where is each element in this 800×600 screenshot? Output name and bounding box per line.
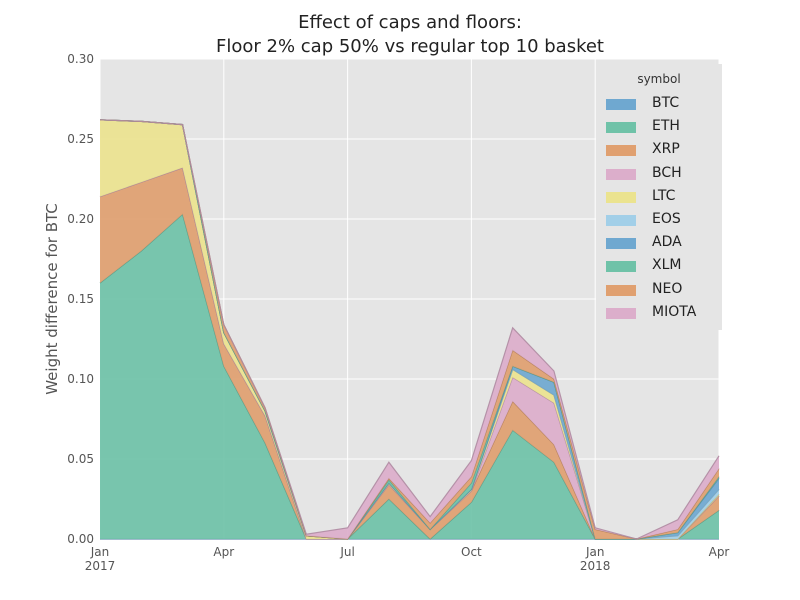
legend-label: ADA <box>652 234 682 251</box>
legend-item-xrp: XRP <box>606 140 718 160</box>
x-tick-month: Jan <box>585 545 605 559</box>
legend-swatch <box>606 191 636 203</box>
x-tick-label: Jan 2018 <box>565 545 625 573</box>
legend-title: symbol <box>637 72 681 86</box>
y-tick-label: 0.20 <box>67 212 94 226</box>
legend-swatch <box>606 122 636 134</box>
chart-title-line-2: Floor 2% cap 50% vs regular top 10 baske… <box>216 36 604 57</box>
area-eth <box>100 214 719 539</box>
legend-label: MIOTA <box>652 303 697 320</box>
legend-swatch <box>606 99 636 110</box>
y-tick-label: 0.25 <box>67 132 94 146</box>
legend-label: EOS <box>652 211 681 227</box>
x-tick-month: Jan <box>90 545 110 559</box>
x-tick-label: Jan 2017 <box>70 545 130 573</box>
legend-swatch <box>606 261 636 273</box>
x-tick-year: 2018 <box>579 559 611 573</box>
legend-swatch <box>606 307 636 319</box>
legend-item-bch: BCH <box>606 164 718 184</box>
legend-item-btc: BTC <box>606 94 718 114</box>
legend-label: NEO <box>652 280 683 297</box>
y-tick-label: 0.30 <box>67 52 94 66</box>
legend-label: BTC <box>652 95 680 111</box>
area-ltc <box>100 119 719 540</box>
line-miota <box>99 119 720 540</box>
legend-label: BCH <box>652 164 682 181</box>
legend-label: ETH <box>652 118 680 135</box>
legend-item-eth: ETH <box>606 117 718 137</box>
x-tick-month: Oct <box>461 545 482 559</box>
area-bch <box>100 167 719 540</box>
area-neo <box>100 119 719 540</box>
y-tick-label: 0.10 <box>67 372 94 386</box>
x-tick-month: Apr <box>213 545 235 559</box>
y-tick-label: 0.05 <box>67 452 94 466</box>
legend-item-ltc: LTC <box>606 187 718 207</box>
y-tick-label: 0.15 <box>67 292 94 306</box>
x-tick-label: Apr <box>689 545 749 559</box>
legend-swatch <box>606 168 636 180</box>
legend-item-neo: NEO <box>606 280 718 300</box>
legend-item-ada: ADA <box>606 233 718 253</box>
x-tick-month: Apr <box>708 545 730 559</box>
x-tick-label: Oct <box>441 545 501 559</box>
legend-swatch <box>606 145 636 157</box>
legend-label: XLM <box>652 257 682 274</box>
y-tick-label: 0.00 <box>67 532 94 546</box>
legend-swatch <box>606 284 636 296</box>
chart-title-line-1: Effect of caps and floors: <box>298 12 522 33</box>
x-tick-label: Apr <box>194 545 254 559</box>
legend-item-miota: MIOTA <box>606 303 718 323</box>
legend-swatch <box>606 215 636 226</box>
x-tick-month: Jul <box>340 545 355 559</box>
legend-label: LTC <box>652 187 676 204</box>
x-tick-year: 2017 <box>84 559 116 573</box>
legend-item-xlm: XLM <box>606 256 718 276</box>
x-tick-label: Jul <box>318 545 378 559</box>
legend-swatch <box>606 238 636 250</box>
legend-label: XRP <box>652 141 680 158</box>
legend: symbol BTC ETH XRP BCH LTC EOS ADA XLM NEO MIOTA <box>596 64 722 330</box>
legend-item-eos: EOS <box>606 210 718 230</box>
area-xrp <box>100 167 719 540</box>
